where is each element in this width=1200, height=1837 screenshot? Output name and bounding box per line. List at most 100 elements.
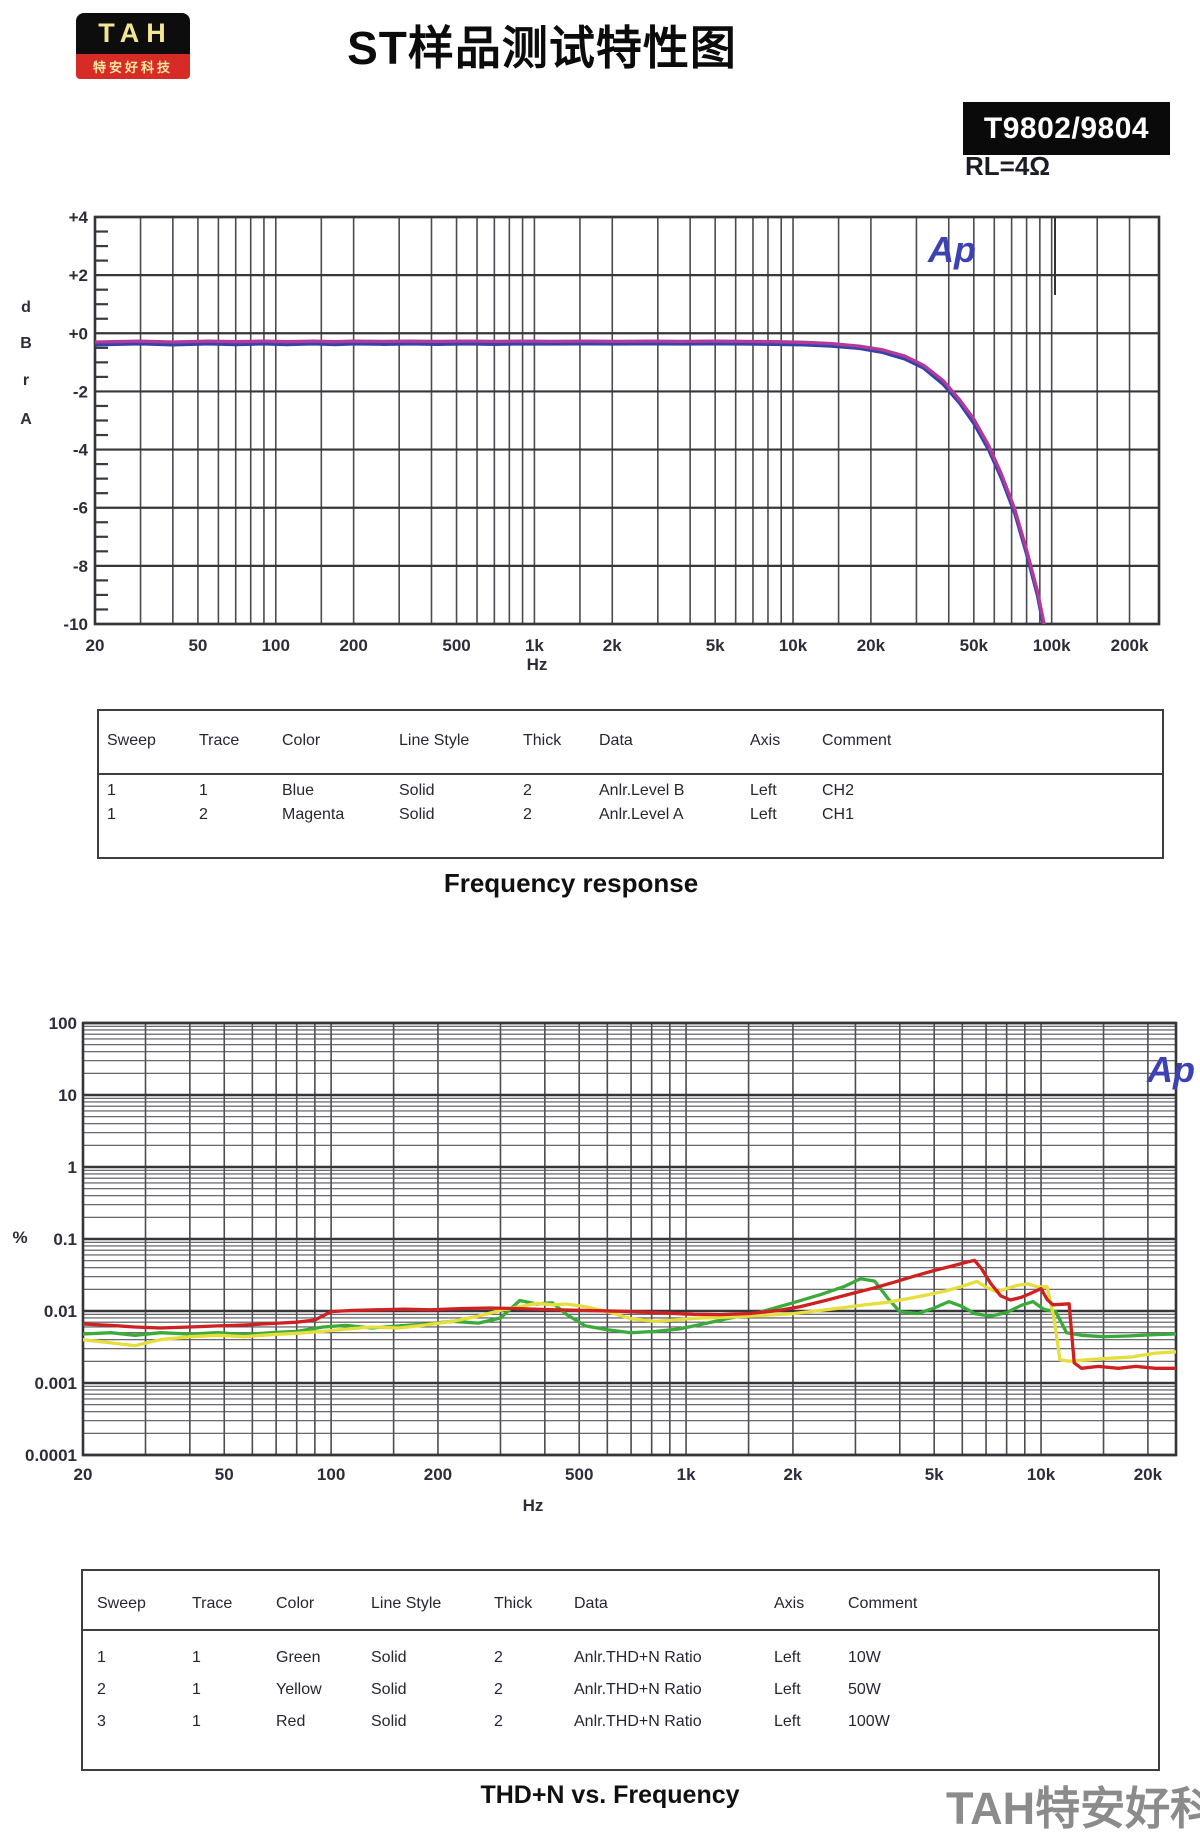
company-logo: TAH 特安好科技 — [76, 13, 190, 79]
legend-cell: Anlr.THD+N Ratio — [574, 1681, 702, 1698]
legend-cell: Magenta — [282, 806, 345, 823]
legend-cell: 50W — [848, 1681, 881, 1698]
legend-cell: 3 — [97, 1713, 106, 1730]
legend-cell: Anlr.THD+N Ratio — [574, 1713, 702, 1730]
ap-logo: Ap — [927, 229, 976, 270]
logo-letters: TAH — [76, 13, 190, 54]
y-tick-label: 0.001 — [34, 1374, 77, 1393]
legend-cell: CH1 — [822, 806, 855, 823]
page-title: ST样品测试特性图 — [347, 22, 737, 74]
legend-header: Data — [599, 732, 633, 749]
y-tick-label: 0.01 — [44, 1302, 77, 1321]
legend-header: Thick — [523, 732, 562, 749]
legend-cell: Left — [774, 1681, 801, 1698]
x-tick-label: 20 — [86, 636, 105, 655]
x-tick-label: 10k — [1027, 1465, 1056, 1484]
legend-cell: 1 — [107, 782, 116, 799]
trace-green — [83, 1277, 1176, 1339]
legend-cell: Solid — [399, 806, 435, 823]
thd-n-chart: 20 50 100 200 500 1k 2k 5k 10k 20k Hz 100 10 1 0.1 0.01… — [12, 1014, 1195, 1515]
legend-header: Data — [574, 1595, 608, 1612]
legend-header: Trace — [199, 732, 240, 749]
x-tick-label: 100 — [262, 636, 290, 655]
x-tick-label: 200 — [339, 636, 367, 655]
legend-cell: Green — [276, 1649, 321, 1666]
legend-cell: 1 — [192, 1681, 201, 1698]
y-tick-label: 10 — [58, 1086, 77, 1105]
legend-header: Line Style — [371, 1595, 442, 1612]
y-axis-label-char: A — [20, 411, 32, 428]
x-axis-label: Hz — [523, 1496, 544, 1515]
x-tick-label: 20k — [857, 636, 886, 655]
y-axis-label-char: d — [21, 299, 31, 316]
legend-cell: 1 — [107, 806, 116, 823]
y-axis-label-char: B — [20, 335, 32, 352]
y-tick-label: -6 — [73, 499, 88, 518]
y-axis-label: % — [12, 1228, 27, 1247]
x-axis-label: Hz — [527, 655, 548, 674]
legend-header: Comment — [848, 1595, 918, 1612]
y-tick-label: -8 — [73, 557, 88, 576]
legend-cell: Blue — [282, 782, 315, 799]
legend-cell: Solid — [371, 1681, 407, 1698]
legend-cell: Left — [774, 1649, 801, 1666]
legend-cell: Solid — [371, 1713, 407, 1730]
legend-header: Line Style — [399, 732, 470, 749]
trace-yellow — [83, 1279, 1176, 1363]
legend-cell: 2 — [199, 806, 208, 823]
legend-header: Sweep — [107, 732, 156, 749]
y-tick-label: -10 — [63, 615, 88, 634]
legend-header: Axis — [750, 732, 781, 749]
thd-n-legend-table: Sweep Trace Color Line Style Thick Data Axis Co… — [81, 1569, 1160, 1771]
trace-blue — [95, 342, 1045, 624]
x-tick-label: 20 — [74, 1465, 93, 1484]
y-tick-label: -4 — [73, 441, 89, 460]
model-badge: T9802/9804 — [963, 102, 1170, 155]
y-tick-label: +2 — [69, 266, 88, 285]
legend-cell: 100W — [848, 1713, 890, 1730]
x-tick-label: 1k — [677, 1465, 696, 1484]
trace-magenta — [95, 339, 1046, 624]
y-tick-label: -2 — [73, 382, 88, 401]
legend-header: Axis — [774, 1595, 805, 1612]
x-tick-label: 500 — [565, 1465, 593, 1484]
legend-cell: 1 — [192, 1713, 201, 1730]
legend-cell: 2 — [523, 782, 532, 799]
x-tick-label: 200 — [424, 1465, 452, 1484]
plot-border — [81, 1021, 1178, 1457]
legend-cell: 2 — [494, 1713, 503, 1730]
legend-cell: Solid — [399, 782, 435, 799]
legend-header: Sweep — [97, 1595, 146, 1612]
plot-border — [93, 215, 1161, 626]
trace-red — [83, 1258, 1176, 1370]
legend-cell: Left — [750, 782, 777, 799]
legend-cell: 1 — [192, 1649, 201, 1666]
legend-cell: Left — [774, 1713, 801, 1730]
x-tick-label: 2k — [783, 1465, 802, 1484]
y-tick-label: +4 — [69, 208, 89, 227]
load-condition-label: RL=4Ω — [965, 151, 1051, 181]
legend-cell: Anlr.Level A — [599, 806, 684, 823]
legend-cell: Anlr.Level B — [599, 782, 685, 799]
legend-cell: Yellow — [276, 1681, 322, 1698]
legend-cell: 2 — [494, 1681, 503, 1698]
y-tick-label: 1 — [68, 1158, 77, 1177]
legend-cell: 10W — [848, 1649, 881, 1666]
x-tick-label: 100 — [317, 1465, 345, 1484]
frequency-response-title: Frequency response — [443, 868, 699, 898]
y-tick-label: 100 — [49, 1014, 77, 1033]
legend-cell: Red — [276, 1713, 306, 1730]
x-tick-label: 200k — [1111, 636, 1149, 655]
x-tick-label: 50 — [188, 636, 207, 655]
legend-cell: Left — [750, 806, 777, 823]
y-tick-label: 0.1 — [53, 1230, 77, 1249]
legend-header: Thick — [494, 1595, 533, 1612]
y-tick-label: 0.0001 — [25, 1446, 77, 1465]
x-tick-label: 5k — [706, 636, 725, 655]
legend-header: Comment — [822, 732, 892, 749]
legend-cell: 1 — [97, 1649, 106, 1666]
thd-n-title: THD+N vs. Frequency — [480, 1781, 740, 1809]
legend-cell: 2 — [494, 1649, 503, 1666]
legend-header: Trace — [192, 1595, 233, 1612]
